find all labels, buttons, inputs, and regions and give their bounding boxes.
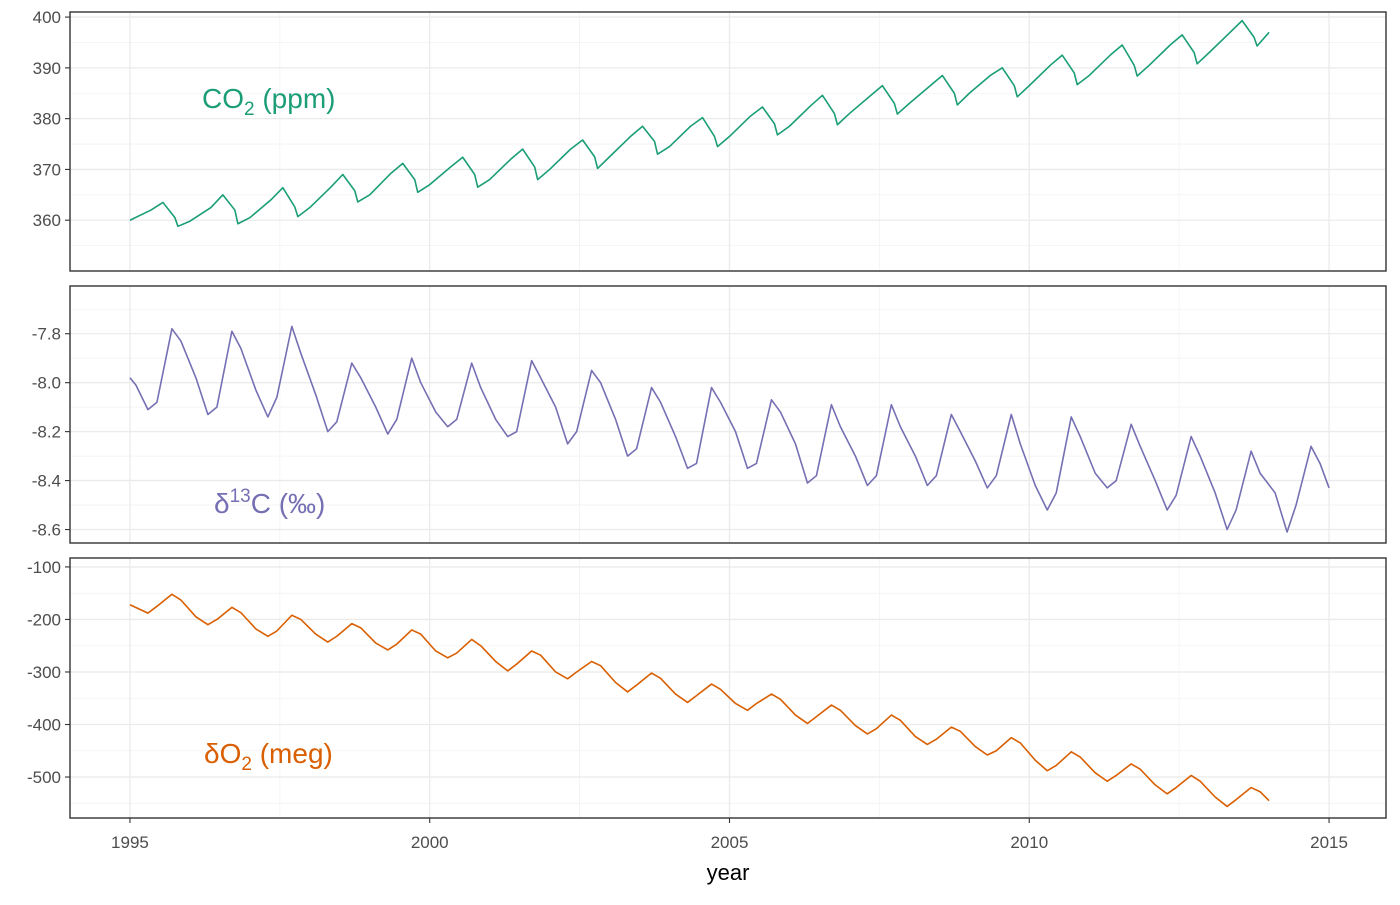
y-tick-label: -400	[27, 716, 61, 735]
panel-label-main: δO	[204, 738, 241, 769]
panel-plot-area	[70, 286, 1386, 543]
panel-background	[70, 558, 1386, 818]
y-tick-label: -7.8	[32, 325, 61, 344]
y-tick-label: 400	[33, 8, 61, 27]
panel-border	[69, 285, 1387, 544]
y-tick-label: -100	[27, 558, 61, 577]
panel-label-co2: CO2 (ppm)	[202, 83, 335, 120]
panel-border	[69, 557, 1387, 819]
y-tick-label: -8.6	[32, 521, 61, 540]
x-tick-label: 1995	[111, 833, 149, 852]
panel-label-subscript: 2	[241, 754, 252, 775]
panel-plot-area	[70, 12, 1386, 271]
panel-do2: -100 -200 -300 -400 -500 δO2 (meg)	[27, 557, 1387, 819]
y-tick-label: -500	[27, 768, 61, 787]
x-tick-label: 2000	[411, 833, 449, 852]
panel-co2: 360 370 380 390 400 CO2 (ppm)	[33, 8, 1387, 272]
panel-label-d13c: δ13C (‰)	[214, 486, 325, 519]
y-tick-label: 370	[33, 160, 61, 179]
panel-background	[70, 286, 1386, 543]
panel-background	[70, 12, 1386, 271]
y-tick-label: -300	[27, 663, 61, 682]
y-tick-label: 380	[33, 110, 61, 129]
y-tick-label: -8.0	[32, 374, 61, 393]
panel-label-main: CO	[202, 83, 244, 114]
panel-label-do2: δO2 (meg)	[204, 738, 333, 775]
y-tick-label: -200	[27, 610, 61, 629]
x-tick-label: 2010	[1010, 833, 1048, 852]
series-line-d13c	[129, 325, 1330, 533]
panel-plot-area	[70, 558, 1386, 818]
panel-label-main: δ	[214, 488, 230, 519]
x-axis-title: year	[707, 860, 750, 885]
series-line-do2	[129, 593, 1270, 808]
panel-label-rest: C (‰)	[251, 488, 326, 519]
x-tick-label: 2005	[711, 833, 749, 852]
panel-label-superscript: 13	[230, 486, 251, 507]
panel-border	[69, 11, 1387, 272]
panel-label-subscript: 2	[244, 99, 255, 120]
panel-d13c: -7.8 -8.0 -8.2 -8.4 -8.6 δ13C (‰)	[32, 285, 1387, 544]
series-line-co2	[129, 19, 1270, 228]
y-tick-label: 360	[33, 211, 61, 230]
y-tick-label: -8.4	[32, 472, 61, 491]
panel-label-rest: (meg)	[252, 738, 333, 769]
y-tick-label: -8.2	[32, 423, 61, 442]
x-tick-label: 2015	[1310, 833, 1348, 852]
y-tick-label: 390	[33, 59, 61, 78]
panel-label-rest: (ppm)	[255, 83, 336, 114]
